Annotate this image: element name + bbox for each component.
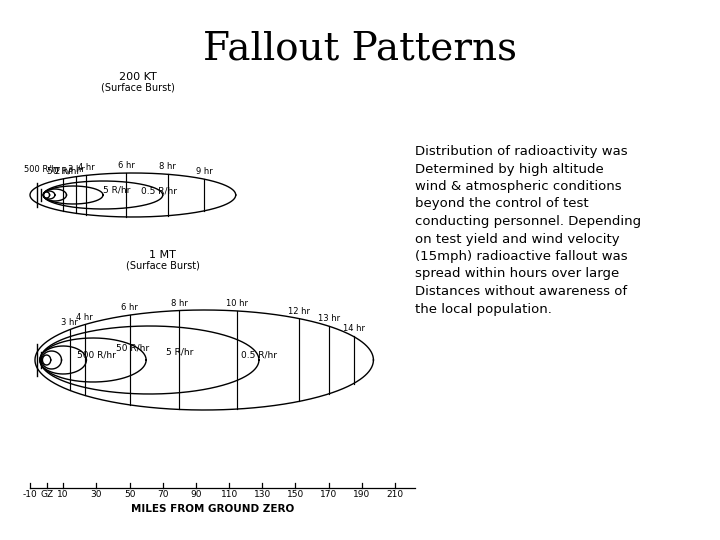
Text: 8 hr: 8 hr [159,163,176,171]
Text: 0.5 R/hr: 0.5 R/hr [141,186,177,195]
Text: MILES FROM GROUND ZERO: MILES FROM GROUND ZERO [131,504,294,514]
Text: GZ: GZ [40,490,53,499]
Text: 190: 190 [354,490,371,499]
Text: (Surface Burst): (Surface Burst) [101,82,175,92]
Text: 70: 70 [157,490,168,499]
Text: 150: 150 [287,490,304,499]
Text: Distribution of radioactivity was
Determined by high altitude
wind & atmospheric: Distribution of radioactivity was Determ… [415,145,641,315]
Text: 3 hr: 3 hr [61,318,78,327]
Text: 500 R/hr: 500 R/hr [77,350,116,360]
Text: 8 hr: 8 hr [171,299,188,308]
Text: (Surface Burst): (Surface Burst) [126,260,199,270]
Text: 200 KT: 200 KT [119,72,157,82]
Text: 30: 30 [91,490,102,499]
Text: 110: 110 [220,490,238,499]
Text: 4 hr: 4 hr [78,164,95,172]
Text: 4 hr: 4 hr [76,313,93,322]
Text: 500 R/hr: 500 R/hr [24,164,60,173]
Text: 6 hr: 6 hr [121,303,138,312]
Text: 0.5 R/hr: 0.5 R/hr [241,350,277,360]
Text: 130: 130 [253,490,271,499]
Text: Fallout Patterns: Fallout Patterns [203,30,517,67]
Text: 170: 170 [320,490,337,499]
Text: 2 hr: 2 hr [55,167,71,176]
Text: 210: 210 [387,490,404,499]
Text: 3 hr: 3 hr [68,165,85,173]
Text: 10: 10 [58,490,69,499]
Text: 1 MT: 1 MT [149,250,176,260]
Text: 5 R/hr: 5 R/hr [102,186,130,194]
Text: 12 hr: 12 hr [288,307,310,315]
Text: 10 hr: 10 hr [226,299,248,308]
Text: 6 hr: 6 hr [118,161,135,170]
Text: 50: 50 [124,490,135,499]
Text: 14 hr: 14 hr [343,325,364,334]
Text: 5 R/hr: 5 R/hr [166,348,193,356]
Text: 50 R/hr: 50 R/hr [47,167,80,176]
Text: 9 hr: 9 hr [196,167,212,176]
Text: -10: -10 [22,490,37,499]
Text: 50 R/hr: 50 R/hr [117,343,150,353]
Text: 13 hr: 13 hr [318,314,340,323]
Text: 90: 90 [190,490,202,499]
